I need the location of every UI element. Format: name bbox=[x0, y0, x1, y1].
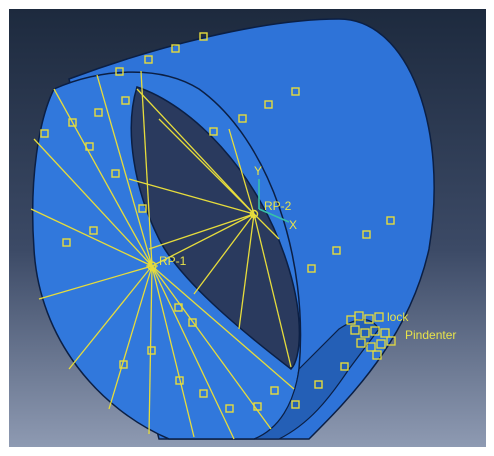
indenter-marker-cluster bbox=[346, 311, 396, 360]
rp1-label: RP-1 bbox=[159, 254, 187, 268]
model-canvas[interactable]: Y X RP-1 RP-2 bbox=[9, 9, 486, 447]
rp2-axis-triad bbox=[258, 179, 290, 223]
indenter-label: Pindenter bbox=[405, 328, 456, 342]
rp1-marker[interactable] bbox=[146, 260, 158, 272]
abaqus-viewport[interactable]: Y X RP-1 RP-2 bbox=[9, 9, 486, 447]
rp2-marker[interactable] bbox=[249, 209, 259, 219]
lock-label: lock bbox=[387, 310, 409, 324]
cylinder-bore bbox=[130, 86, 301, 370]
rp1-wire-spokes bbox=[30, 70, 295, 440]
rp2-wire-spokes bbox=[128, 88, 292, 368]
axis-y-label: Y bbox=[254, 164, 262, 178]
rp2-label: RP-2 bbox=[264, 199, 292, 213]
axis-x-label: X bbox=[289, 218, 297, 232]
node-markers bbox=[40, 32, 395, 413]
